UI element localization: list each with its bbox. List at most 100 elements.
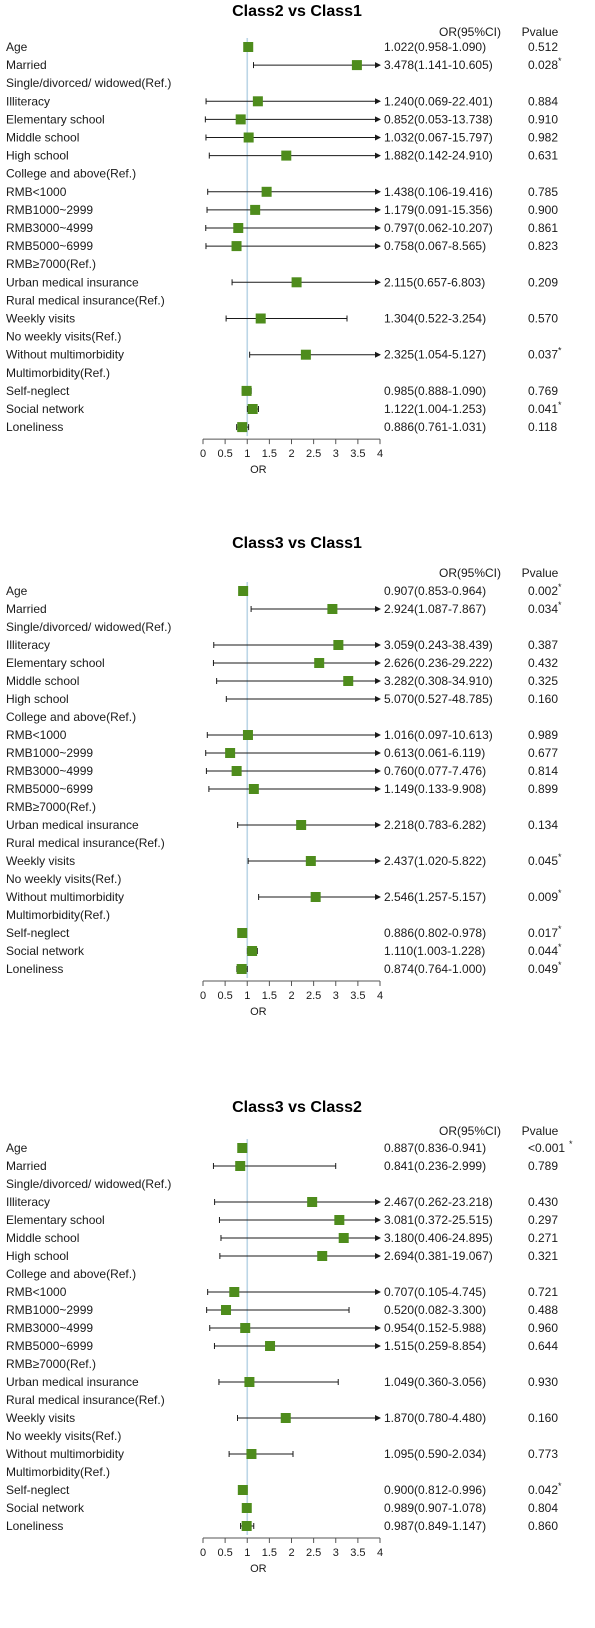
or-marker — [233, 223, 244, 233]
or-marker — [237, 422, 248, 433]
p-value: 0.209 — [528, 275, 558, 289]
row-label: Self-neglect — [6, 926, 70, 940]
row-label: Middle school — [6, 131, 79, 145]
p-value: 0.034 — [528, 602, 558, 616]
forest-plot-3: Class3 vs Class2 OR(95%CI) Pvalue Age 0.887(… — [6, 1099, 573, 1575]
or-marker — [265, 1341, 276, 1351]
row-label: Married — [6, 1159, 47, 1173]
ci-arrow — [375, 206, 381, 213]
row-label: Social network — [6, 402, 85, 416]
significance-star: * — [558, 600, 562, 610]
ci-arrow — [375, 225, 381, 231]
pvalue-header: Pvalue — [522, 25, 559, 39]
or-marker — [237, 1485, 248, 1495]
row-label: RMB3000~4999 — [6, 1321, 93, 1335]
or-ci-value: 3.282(0.308-34.910) — [384, 674, 493, 688]
or-ci-value: 0.907(0.853-0.964) — [384, 584, 486, 598]
or-ci-value: 0.797(0.062-10.207) — [384, 221, 493, 235]
or-marker — [255, 313, 266, 324]
ci-arrow — [375, 696, 381, 702]
or-ci-value: 2.694(0.381-19.067) — [384, 1249, 493, 1263]
ci-arrow — [375, 894, 381, 900]
x-tick-label: 0.5 — [217, 448, 232, 460]
p-value: 0.773 — [528, 1447, 558, 1461]
or-ci-value: 0.886(0.761-1.031) — [384, 420, 486, 434]
row-label: RMB5000~6999 — [6, 1339, 93, 1353]
row-label: RMB<1000 — [6, 1285, 67, 1299]
or-marker — [327, 604, 338, 614]
row-label: RMB3000~4999 — [6, 764, 93, 778]
or-ci-value: 3.478(1.141-10.605) — [384, 58, 493, 72]
or-ci-value: 1.515(0.259-8.854) — [384, 1339, 486, 1353]
row-label: Urban medical insurance — [6, 1375, 139, 1389]
p-value: 0.769 — [528, 384, 558, 398]
or-ci-value: 3.059(0.243-38.439) — [384, 638, 493, 652]
pvalue-header: Pvalue — [522, 1124, 559, 1138]
significance-star: * — [558, 582, 562, 592]
p-value: 0.823 — [528, 239, 558, 253]
row-label: Married — [6, 58, 47, 72]
or-marker — [250, 204, 261, 215]
row-label: Middle school — [6, 1231, 79, 1245]
row-label: College and above(Ref.) — [6, 1267, 136, 1281]
ci-arrow — [375, 606, 381, 612]
row-label: Self-neglect — [6, 384, 70, 398]
row-label: Rural medical insurance(Ref.) — [6, 1393, 165, 1407]
or-ci-value: 1.870(0.780-4.480) — [384, 1411, 486, 1425]
chart-title: Class3 vs Class2 — [232, 1099, 362, 1116]
row-label: Elementary school — [6, 1213, 105, 1227]
significance-star: * — [558, 924, 562, 934]
p-value: 0.910 — [528, 112, 558, 126]
x-tick-label: 3.5 — [350, 448, 365, 460]
or-marker — [291, 277, 302, 288]
ci-arrow — [375, 279, 381, 286]
or-ci-value: 0.985(0.888-1.090) — [384, 384, 486, 398]
row-label: Single/divorced/ widowed(Ref.) — [6, 76, 171, 90]
or-ci-value: 0.886(0.802-0.978) — [384, 926, 486, 940]
p-value: 0.028 — [528, 58, 558, 72]
x-tick-label: 0 — [200, 990, 206, 1002]
ci-arrow — [375, 243, 381, 250]
or-marker — [235, 114, 246, 125]
x-axis-label: OR — [250, 464, 267, 476]
significance-star: * — [558, 942, 562, 952]
or-ci-value: 2.626(0.236-29.222) — [384, 656, 493, 670]
p-value: 0.899 — [528, 782, 558, 796]
p-value: 0.960 — [528, 1321, 558, 1335]
ci-arrow — [375, 62, 381, 69]
row-label: Loneliness — [6, 420, 63, 434]
p-value: 0.049 — [528, 962, 558, 976]
p-value: 0.160 — [528, 1411, 558, 1425]
p-value: 0.804 — [528, 1501, 558, 1515]
or-ci-header: OR(95%CI) — [439, 1124, 501, 1138]
chart-title: Class3 vs Class1 — [232, 535, 362, 552]
p-value: 0.789 — [528, 1159, 558, 1173]
or-ci-value: 0.758(0.067-8.565) — [384, 239, 486, 253]
or-marker — [300, 349, 311, 360]
row-label: Rural medical insurance(Ref.) — [6, 836, 165, 850]
or-marker — [310, 892, 321, 902]
or-marker — [305, 856, 316, 866]
or-marker — [229, 1287, 240, 1297]
ci-arrow — [375, 134, 381, 141]
or-ci-value: 1.438(0.106-19.416) — [384, 185, 493, 199]
p-value: 0.118 — [528, 420, 557, 434]
or-marker — [307, 1197, 318, 1207]
ci-arrow — [375, 1325, 381, 1331]
or-ci-value: 1.149(0.133-9.908) — [384, 782, 486, 796]
p-value: 0.570 — [528, 312, 558, 326]
row-label: RMB1000~2999 — [6, 203, 93, 217]
pvalue-header: Pvalue — [522, 566, 559, 580]
x-tick-label: 1.5 — [262, 990, 277, 1002]
or-marker — [247, 404, 258, 414]
x-tick-label: 4 — [377, 1547, 383, 1559]
x-tick-label: 0 — [200, 448, 206, 460]
or-ci-value: 2.437(1.020-5.822) — [384, 854, 486, 868]
row-label: RMB<1000 — [6, 185, 67, 199]
or-ci-value: 2.924(1.087-7.867) — [384, 602, 486, 616]
row-label: Rural medical insurance(Ref.) — [6, 293, 165, 307]
significance-star: * — [558, 888, 562, 898]
x-tick-label: 3 — [333, 990, 339, 1002]
x-axis-label: OR — [250, 1006, 267, 1018]
or-ci-value: 0.900(0.812-0.996) — [384, 1483, 486, 1497]
